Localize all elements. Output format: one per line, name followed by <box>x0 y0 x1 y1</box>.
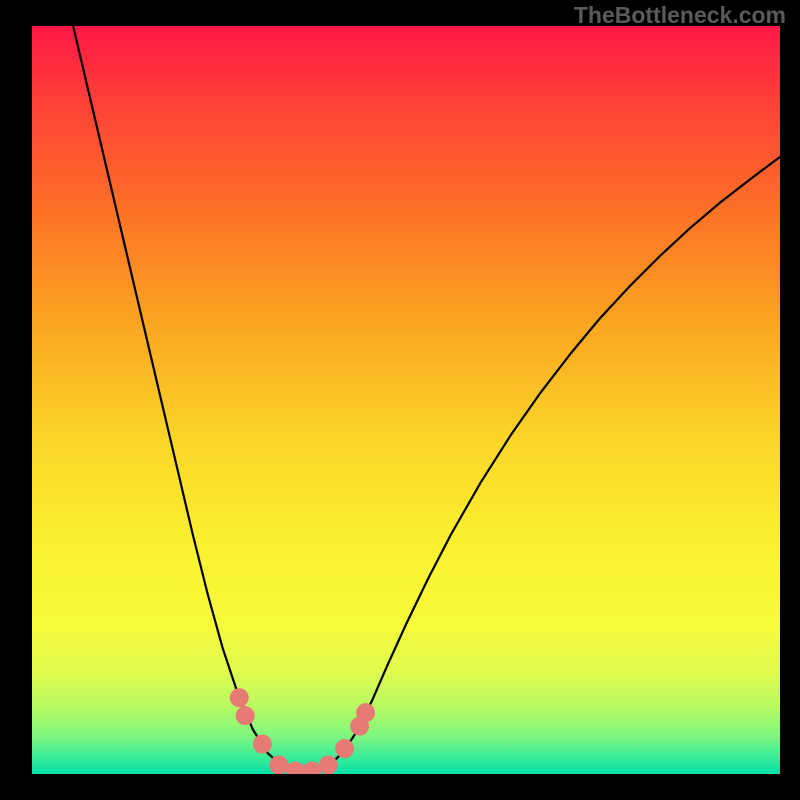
curve-marker <box>335 739 354 758</box>
curve-marker <box>236 706 255 725</box>
watermark-label: TheBottleneck.com <box>574 2 786 29</box>
curve-marker <box>230 688 249 707</box>
curve-marker <box>356 703 375 722</box>
watermark-text: TheBottleneck.com <box>574 2 786 28</box>
curve-marker <box>319 756 338 774</box>
chart-container <box>32 26 780 774</box>
curve-marker <box>253 735 272 754</box>
bottleneck-chart <box>32 26 780 774</box>
curve-marker <box>269 756 288 774</box>
gradient-background <box>32 26 780 774</box>
